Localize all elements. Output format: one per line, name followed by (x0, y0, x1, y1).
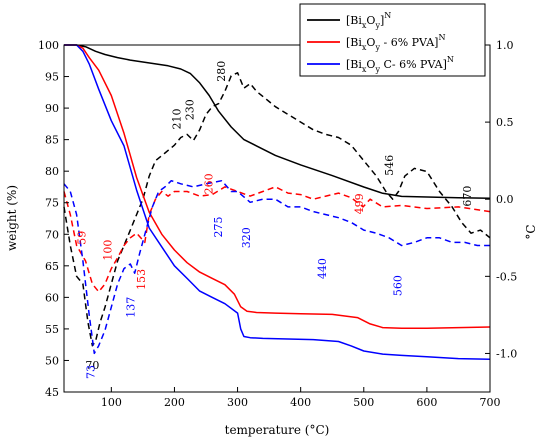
axis-ticks: 100 200 300 400 500 600 700 45 50 55 60 65 70 75 80 85 9… (38, 39, 517, 409)
x-tick-label: 500 (353, 396, 374, 409)
y-tick-label: 70 (45, 228, 59, 241)
peak-label: 275 (212, 216, 225, 237)
peak-label: 70 (85, 359, 99, 372)
legend-label-s2: [BixOy - 6% PVA]N (346, 33, 445, 52)
plot-lines (63, 44, 491, 360)
peak-label: 499 (353, 193, 366, 214)
x-tick-label: 200 (164, 396, 185, 409)
peak-label: 59 (75, 231, 88, 245)
y-tick-label: 65 (45, 260, 59, 273)
series-line-s2-dta (63, 186, 491, 293)
x-tick-label: 300 (227, 396, 248, 409)
series-line-s3-tg (64, 44, 491, 360)
x-tick-label: 700 (480, 396, 501, 409)
peak-annotations: 70 210 230 280 546 670 59 100 153 260 499 73 137 275 3… (75, 61, 474, 379)
x-tick-label: 600 (416, 396, 437, 409)
y-tick-label: 80 (45, 165, 59, 178)
peak-label: 280 (215, 61, 228, 82)
x-tick-label: 400 (290, 396, 311, 409)
y-tick-label: 50 (45, 354, 59, 367)
y-tick-label: 95 (45, 71, 59, 84)
y2-tick-label: 1.0 (496, 39, 514, 52)
y2-tick-label: 0.5 (496, 116, 514, 129)
legend-label-s1: [BixOy]N (346, 11, 391, 30)
peak-label: 560 (392, 275, 405, 296)
peak-label: 153 (135, 269, 148, 290)
x-tick-label: 100 (101, 396, 122, 409)
peak-label: 670 (461, 186, 474, 207)
peak-label: 320 (240, 227, 253, 248)
peak-label: 73 (84, 365, 97, 379)
peak-label: 440 (316, 258, 329, 279)
series-line-s1-dta (63, 72, 491, 347)
y-tick-label: 60 (45, 291, 59, 304)
y2-tick-label: -1.0 (496, 347, 517, 360)
series-line-s1-tg (64, 44, 491, 200)
y-tick-label: 100 (38, 39, 59, 52)
peak-label: 260 (202, 173, 215, 194)
y-tick-label: 55 (45, 323, 59, 336)
y-axis-title: weight (%) (5, 185, 19, 251)
y-tick-label: 85 (45, 134, 59, 147)
legend-label-s3: [BixOy C- 6% PVA]N (346, 55, 454, 74)
series-line-s2-tg (64, 44, 491, 330)
y2-axis-title: °C (524, 224, 538, 239)
legend: [BixOy]N [BixOy - 6% PVA]N [BixOy C- 6% PV… (299, 3, 486, 77)
peak-label: 210 (171, 109, 184, 130)
peak-label: 230 (183, 99, 196, 120)
y-tick-label: 45 (45, 386, 59, 399)
series-line-s3-dta (63, 179, 490, 355)
y2-tick-label: 0.0 (496, 193, 514, 206)
y-tick-label: 90 (45, 102, 59, 115)
x-axis-title: temperature (°C) (225, 423, 330, 437)
y-tick-label: 75 (45, 197, 59, 210)
plot-frame (63, 44, 491, 393)
peak-label: 546 (383, 155, 396, 176)
y2-tick-label: -0.5 (496, 270, 517, 283)
peak-label: 137 (125, 297, 138, 318)
peak-label: 100 (101, 240, 114, 261)
